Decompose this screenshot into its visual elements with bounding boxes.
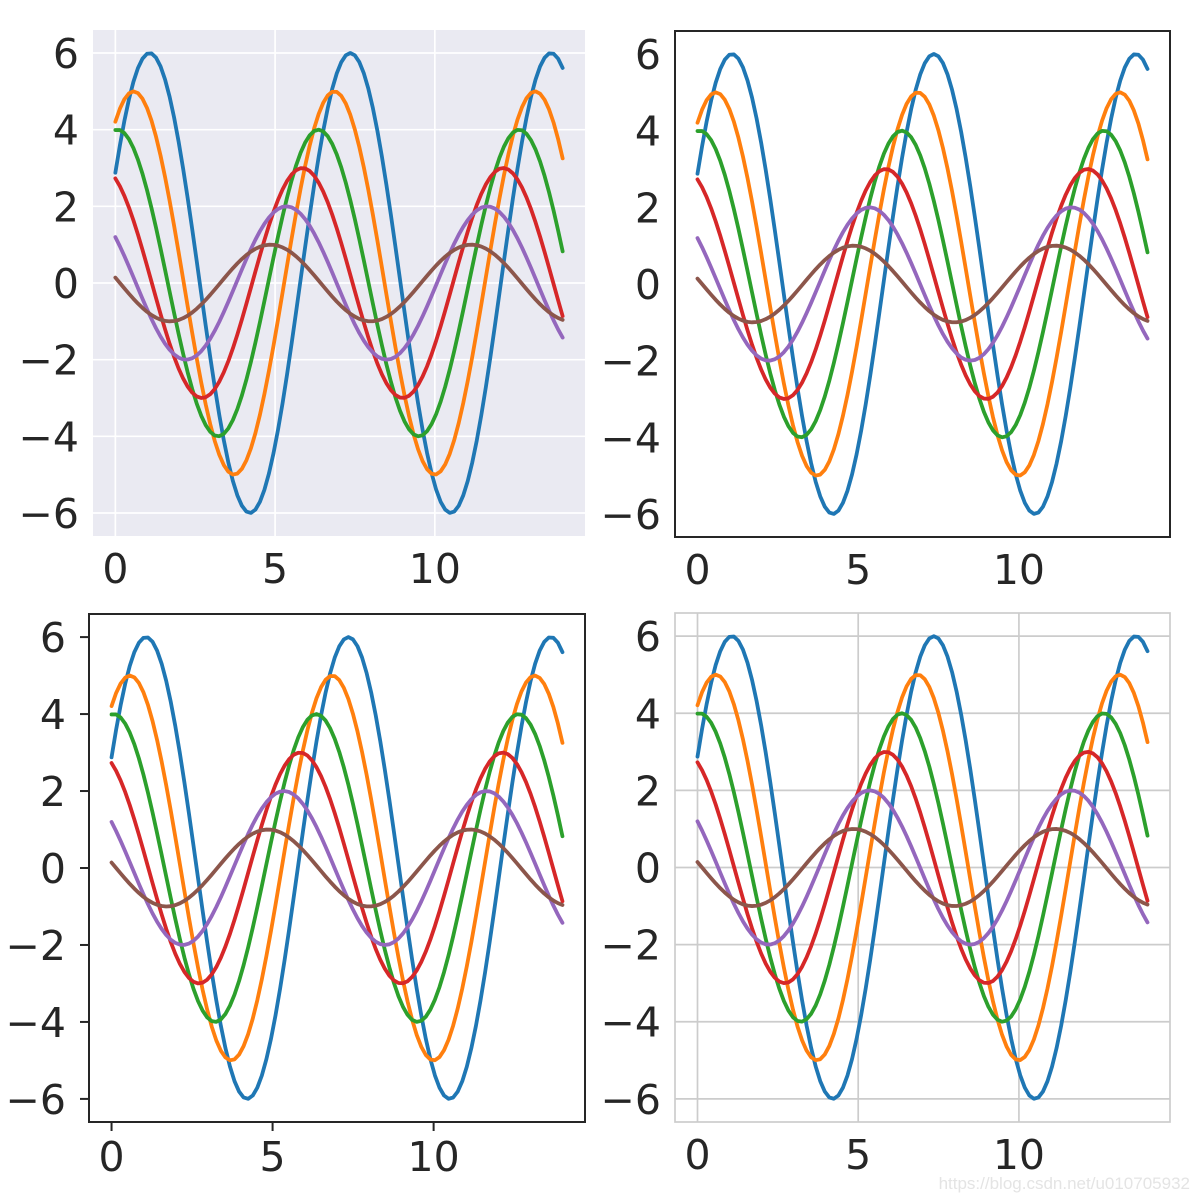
svg-text:10: 10 [993, 1131, 1045, 1179]
svg-text:2: 2 [40, 768, 66, 816]
subplot-whitegrid: 0 5 10 −6 −4 −2 0 2 4 6 [600, 600, 1200, 1200]
svg-text:5: 5 [845, 1131, 871, 1179]
svg-text:2: 2 [635, 767, 661, 815]
svg-text:5: 5 [845, 546, 871, 594]
svg-text:0: 0 [635, 261, 661, 309]
svg-text:10: 10 [408, 1133, 460, 1181]
svg-text:−4: −4 [19, 413, 79, 461]
svg-text:−6: −6 [601, 1076, 661, 1124]
svg-text:0: 0 [53, 260, 79, 308]
svg-text:0: 0 [635, 845, 661, 893]
svg-text:0: 0 [40, 845, 66, 893]
svg-text:5: 5 [262, 545, 288, 593]
chart-canvas-white: 0 5 10 −6 −4 −2 0 2 4 6 [601, 30, 1171, 594]
svg-text:4: 4 [635, 108, 661, 156]
chart-canvas-whitegrid: 0 5 10 −6 −4 −2 0 2 4 6 [601, 612, 1171, 1179]
subplot-darkgrid: 0 5 10 −6 −4 −2 0 2 4 6 [0, 0, 600, 600]
svg-text:0: 0 [684, 1131, 710, 1179]
chart-canvas-darkgrid: 0 5 10 −6 −4 −2 0 2 4 6 [19, 30, 585, 593]
svg-text:−6: −6 [601, 491, 661, 539]
subplot-ticks: 0 5 10 −6 −4 −2 0 2 4 6 [0, 600, 600, 1200]
svg-text:2: 2 [53, 183, 79, 231]
svg-text:−2: −2 [601, 338, 661, 386]
svg-text:4: 4 [53, 107, 79, 155]
svg-text:−4: −4 [6, 999, 66, 1047]
svg-text:−4: −4 [601, 414, 661, 462]
svg-text:6: 6 [40, 614, 66, 662]
svg-text:−4: −4 [601, 999, 661, 1047]
svg-text:6: 6 [53, 30, 79, 78]
svg-text:10: 10 [409, 545, 461, 593]
svg-text:2: 2 [635, 184, 661, 232]
svg-text:−2: −2 [6, 922, 66, 970]
svg-text:0: 0 [98, 1133, 124, 1181]
svg-text:−6: −6 [6, 1076, 66, 1124]
svg-text:6: 6 [635, 613, 661, 661]
chart-canvas-ticks: 0 5 10 −6 −4 −2 0 2 4 6 [6, 613, 586, 1181]
svg-text:6: 6 [635, 31, 661, 79]
svg-text:0: 0 [684, 546, 710, 594]
svg-text:4: 4 [635, 690, 661, 738]
svg-text:−6: −6 [19, 490, 79, 538]
subplot-white: 0 5 10 −6 −4 −2 0 2 4 6 [600, 0, 1200, 600]
svg-text:4: 4 [40, 691, 66, 739]
svg-text:5: 5 [260, 1133, 286, 1181]
svg-text:0: 0 [102, 545, 128, 593]
svg-text:−2: −2 [19, 337, 79, 385]
svg-text:10: 10 [993, 546, 1045, 594]
svg-text:−2: −2 [601, 922, 661, 970]
